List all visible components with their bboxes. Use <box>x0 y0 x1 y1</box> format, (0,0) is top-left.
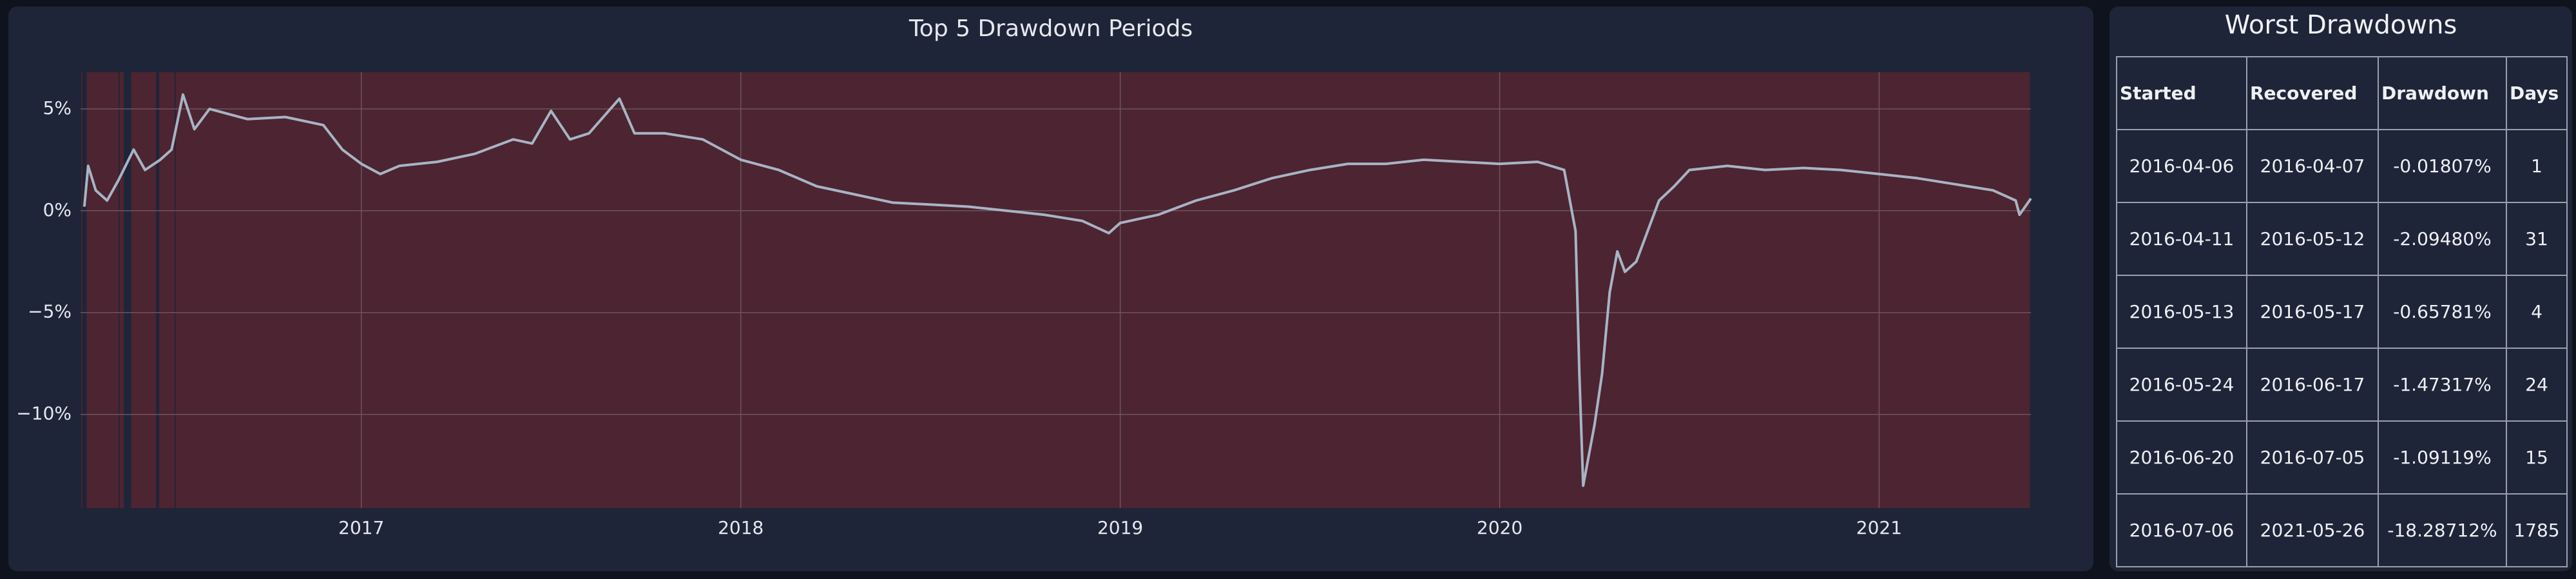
drawdown-period <box>81 72 82 508</box>
table-cell: 31 <box>2506 202 2568 276</box>
table-cell: 2016-07-05 <box>2246 420 2379 495</box>
table-cell: -0.01807% <box>2378 129 2507 203</box>
table-cell: 2016-05-24 <box>2116 348 2247 422</box>
table-title: Worst Drawdowns <box>2224 10 2457 40</box>
column-header: Days <box>2506 56 2568 130</box>
x-tick-label: 2021 <box>1856 517 1902 538</box>
drawdown-period <box>175 72 2030 508</box>
column-header: Recovered <box>2246 56 2379 130</box>
y-tick-label: −10% <box>16 403 72 424</box>
table-row: 2016-04-06 2016-04-07 -0.01807% 1 <box>2116 129 2568 203</box>
table-cell: 2016-04-07 <box>2246 129 2379 203</box>
drawdown-table: Started Recovered Drawdown Days 2016-04-06 2… <box>2116 56 2568 567</box>
table-cell: 2016-06-20 <box>2116 420 2247 495</box>
table-cell: 15 <box>2506 420 2568 495</box>
table-row: 2016-04-11 2016-05-12 -2.09480% 31 <box>2116 202 2568 276</box>
table-cell: 2016-05-12 <box>2246 202 2379 276</box>
y-tick-label: −5% <box>28 301 72 322</box>
chart-panel: Top 5 Drawdown Periods 5% 0% −5% −10% 2017 20… <box>8 6 2093 571</box>
series-line <box>82 93 2032 487</box>
table-cell: -2.09480% <box>2378 202 2507 276</box>
table-cell: 2016-05-17 <box>2246 275 2379 349</box>
table-row: 2016-05-13 2016-05-17 -0.65781% 4 <box>2116 275 2568 349</box>
header-row: Started Recovered Drawdown Days <box>2116 56 2568 130</box>
table-cell: -0.65781% <box>2378 275 2507 349</box>
drawdown-period <box>159 72 175 508</box>
table-panel: Worst Drawdowns Started Recovered Drawdown… <box>2110 6 2572 571</box>
column-header: Drawdown <box>2378 56 2507 130</box>
table-cell: 2016-04-06 <box>2116 129 2247 203</box>
table-cell: 2021-05-26 <box>2246 493 2379 567</box>
x-tick-label: 2019 <box>1097 517 1143 538</box>
x-tick-label: 2020 <box>1477 517 1523 538</box>
column-header: Started <box>2116 56 2247 130</box>
chart: Top 5 Drawdown Periods 5% 0% −5% −10% 2017 20… <box>16 15 2032 538</box>
x-tick-label: 2018 <box>718 517 764 538</box>
drawdown-period <box>86 72 119 508</box>
chart-title: Top 5 Drawdown Periods <box>908 15 1193 42</box>
table-cell: 2016-04-11 <box>2116 202 2247 276</box>
table-cell: -18.28712% <box>2378 493 2507 567</box>
table-row: 2016-05-24 2016-06-17 -1.47317% 24 <box>2116 348 2568 422</box>
table-cell: 1785 <box>2506 493 2568 567</box>
table-row: 2016-06-20 2016-07-05 -1.09119% 15 <box>2116 420 2568 495</box>
table-cell: 2016-07-06 <box>2116 493 2247 567</box>
table-cell: 2016-05-13 <box>2116 275 2247 349</box>
drawdown-period <box>131 72 157 508</box>
table-cell: 1 <box>2506 129 2568 203</box>
x-tick-label: 2017 <box>338 517 384 538</box>
table-cell: -1.09119% <box>2378 420 2507 495</box>
table-cell: -1.47317% <box>2378 348 2507 422</box>
y-tick-label: 5% <box>43 97 72 119</box>
drawdown-period <box>119 72 124 508</box>
table-cell: 4 <box>2506 275 2568 349</box>
y-tick-label: 0% <box>43 199 72 221</box>
table-row: 2016-07-06 2021-05-26 -18.28712% 1785 <box>2116 493 2568 567</box>
table-cell: 2016-06-17 <box>2246 348 2379 422</box>
table-cell: 24 <box>2506 348 2568 422</box>
